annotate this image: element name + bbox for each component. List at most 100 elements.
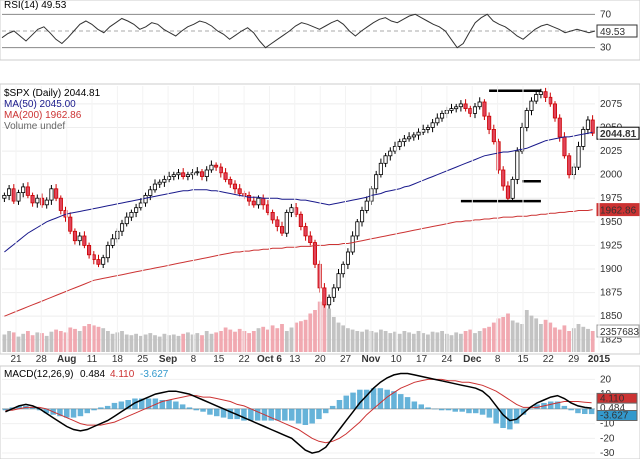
macd-histogram-bar-36 [248, 408, 254, 421]
macd-tick-label-0: -30 [600, 448, 615, 459]
volume-bar-16 [77, 331, 82, 352]
macd-histogram-bar-24 [166, 400, 172, 409]
volume-bar-28 [134, 333, 138, 352]
volume-bar-99 [468, 329, 473, 352]
candle-body-80 [378, 162, 383, 176]
candle-body-102 [482, 101, 487, 117]
macd-histogram-bar-9 [64, 408, 70, 418]
price-tick-label-3: 1900 [600, 264, 623, 275]
macd-signal-value: 4.110 [110, 369, 135, 380]
macd-signal-line [5, 378, 592, 444]
candle-body-61 [289, 207, 294, 213]
macd-histogram-bar-33 [227, 408, 234, 420]
candle-body-30 [143, 194, 148, 204]
volume-bar-11 [54, 329, 58, 352]
volume-bar-86 [407, 332, 411, 352]
candle-body-81 [383, 155, 388, 164]
macd-histogram-bar-84 [575, 408, 581, 414]
candle-body-68 [322, 287, 327, 306]
macd-tick-label-1: -20 [600, 433, 615, 444]
candle-body-58 [275, 219, 280, 227]
candle-body-48 [228, 178, 233, 185]
volume-value-box [596, 324, 640, 338]
macd-histogram-bar-67 [459, 408, 465, 412]
macd-histogram-bar-43 [295, 408, 302, 424]
volume-bar-49 [233, 331, 237, 352]
candle-body-42 [199, 171, 205, 177]
candle-body-71 [336, 273, 341, 289]
candle-body-28 [134, 207, 139, 213]
volume-bar-37 [176, 335, 181, 352]
x-tick-label-9: 22 [239, 354, 251, 365]
macd-histogram-bar-18 [125, 400, 131, 409]
ma200-legend: MA(200) 1962.86 [4, 110, 82, 121]
candle-body-11 [54, 188, 59, 199]
volume-bar-40 [190, 334, 195, 352]
candle-body-86 [407, 136, 412, 140]
candle-body-118 [557, 117, 562, 138]
macd-histogram-bar-20 [139, 398, 145, 409]
candle-body-87 [411, 134, 416, 138]
candle-body-7 [35, 197, 40, 204]
volume-bar-50 [237, 328, 242, 352]
candle-body-59 [279, 226, 285, 234]
volume-bar-118 [557, 329, 562, 352]
price-value-label-0: 2044.81 [600, 129, 637, 140]
candle-body-57 [270, 211, 275, 221]
macd-histogram-bar-56 [384, 389, 390, 409]
candle-body-99 [468, 108, 473, 114]
volume-bar-33 [157, 336, 162, 352]
volume-bar-80 [379, 329, 383, 352]
volume-bar-92 [435, 332, 440, 352]
candle-body-45 [214, 164, 219, 168]
macd-histogram-bar-58 [398, 394, 404, 409]
volume-bar-44 [209, 333, 214, 352]
volume-bar-90 [426, 334, 430, 352]
volume-bar-35 [167, 335, 171, 352]
candle-body-12 [58, 197, 63, 211]
macd-histogram-bar-76 [520, 408, 527, 415]
volume-bar-10 [49, 331, 54, 352]
candle-body-40 [190, 172, 195, 176]
x-tick-label-10: Oct 6 [257, 354, 282, 365]
macd-histogram-bar-52 [357, 389, 363, 409]
candle-body-100 [472, 106, 477, 114]
macd-histogram-bar-6 [43, 408, 50, 414]
candle-body-14 [68, 216, 73, 232]
macd-histogram-bar-86 [588, 408, 595, 415]
macd-histogram-bar-10 [70, 408, 77, 418]
x-tick-label-20: 15 [517, 354, 529, 365]
volume-bar-38 [181, 333, 186, 352]
candle-body-93 [439, 113, 445, 119]
macd-histogram-bar-27 [186, 407, 193, 409]
candle-body-122 [576, 145, 581, 168]
candle-body-117 [552, 103, 557, 119]
candle-body-1 [7, 188, 12, 196]
volume-bar-102 [482, 328, 487, 352]
macd-histogram-bar-14 [98, 407, 104, 409]
candle-body-116 [548, 96, 553, 105]
macd-histogram-bar-48 [329, 405, 336, 409]
volume-bar-1 [7, 331, 11, 352]
candle-body-103 [487, 115, 492, 130]
volume-bar-62 [294, 322, 299, 352]
candle-body-106 [501, 169, 506, 187]
volume-bar-52 [247, 333, 251, 352]
volume-bar-27 [129, 335, 134, 352]
candle-body-19 [91, 254, 96, 260]
x-tick-label-17: 24 [441, 354, 453, 365]
macd-histogram-bar-62 [425, 407, 431, 409]
x-tick-label-11: 13 [289, 354, 301, 365]
volume-bar-4 [21, 333, 26, 352]
candle-body-67 [317, 263, 322, 289]
candle-body-4 [21, 186, 26, 193]
volume-bar-101 [477, 331, 482, 352]
x-tick-label-16: 17 [416, 354, 428, 365]
x-tick-label-13: 27 [340, 354, 352, 365]
candle-body-43 [204, 169, 209, 177]
macd-histogram-bar-75 [513, 408, 520, 424]
candle-body-0 [2, 194, 7, 199]
candle-body-105 [496, 141, 501, 171]
macd-histogram-bar-28 [193, 408, 199, 411]
